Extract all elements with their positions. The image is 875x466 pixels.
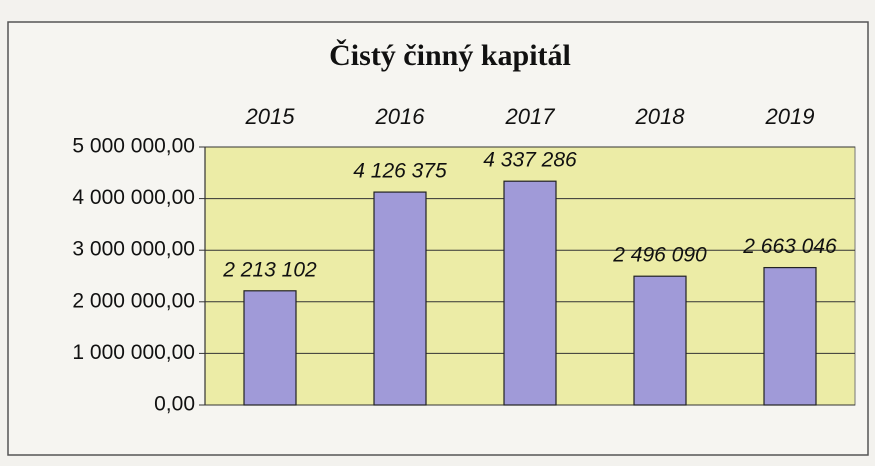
bar [503, 180, 557, 406]
value-label: 4 126 375 [353, 160, 447, 183]
bar [763, 266, 817, 406]
y-tick-label: 2 000 000,00 [72, 289, 195, 312]
y-tick-label: 5 000 000,00 [72, 135, 195, 158]
value-label: 2 496 090 [612, 244, 707, 267]
value-label: 2 663 046 [742, 235, 837, 258]
value-label: 2 213 102 [222, 258, 317, 281]
bar [243, 290, 297, 406]
chart-title: Čistý činný kapitál [329, 39, 571, 72]
y-tick-label: 3 000 000,00 [72, 238, 195, 261]
category-label: 2019 [765, 104, 815, 129]
category-label: 2017 [505, 104, 556, 129]
y-tick-label: 0,00 [154, 393, 195, 416]
category-label: 2015 [245, 104, 296, 129]
value-label: 4 337 286 [483, 149, 577, 172]
bar [373, 191, 427, 406]
category-label: 2016 [375, 104, 426, 129]
bar [633, 275, 687, 406]
category-label: 2018 [635, 104, 686, 129]
y-tick-label: 1 000 000,00 [72, 341, 195, 364]
y-tick-label: 4 000 000,00 [72, 186, 195, 209]
